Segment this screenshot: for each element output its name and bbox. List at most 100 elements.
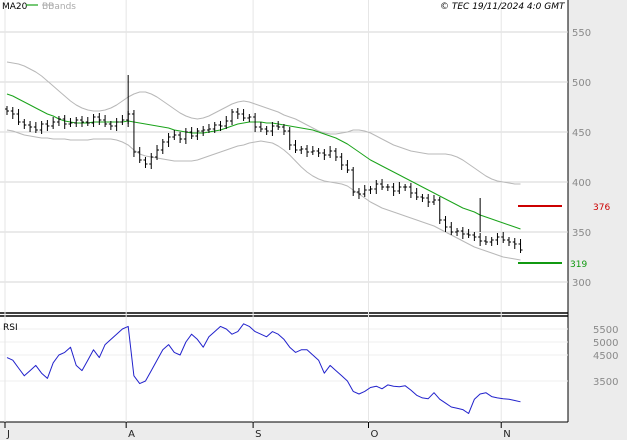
price-bar [178,132,183,143]
price-bar [380,179,385,190]
month-label: O [371,429,379,440]
price-bar [80,116,85,127]
bb-lower-line [6,129,521,261]
rsi-tick-label: 4500 [593,351,618,362]
price-bar [368,186,373,194]
price-bar [391,183,396,196]
price-bar [56,116,61,126]
price-bar [201,126,206,136]
price-bar [455,228,460,236]
price-bar [28,121,33,132]
price-bar [212,122,217,133]
price-bar [443,216,448,232]
rsi-panel-label: RSI [3,323,18,333]
price-bar [270,122,275,136]
price-bar [160,139,165,154]
price-bar [414,188,419,200]
price-bar [172,130,177,140]
price-bar [276,121,281,130]
price-bar [333,148,338,161]
legend-label-bbands: BBands [42,2,76,12]
price-bar [316,148,321,157]
price-tick-label: 550 [572,28,591,39]
price-bar [247,114,252,122]
legend-label-ma20: MA20 [2,2,28,12]
price-bar [472,232,477,241]
price-bar [103,115,108,127]
price-bar [235,108,240,119]
price-bar [351,167,356,196]
price-bar [108,121,113,130]
price-bar [120,115,125,125]
resistance-level-label: 376 [593,203,610,213]
price-bar [374,180,379,194]
rsi-tick-label: 5500 [593,325,618,336]
price-bar [305,145,310,157]
price-bar [230,109,235,125]
price-bar [149,153,154,169]
price-bar [155,145,160,160]
price-bar [293,140,298,153]
price-bar [328,146,333,158]
price-bar [385,184,390,191]
price-bar [512,238,517,249]
price-bar [426,194,431,207]
price-bar [506,237,511,246]
price-bar [166,133,171,147]
price-bar [466,229,471,238]
price-bar [362,185,367,197]
price-bar [489,237,494,246]
price-bar [264,126,269,135]
price-bar [495,233,500,245]
price-bar [183,128,188,144]
price-bar [437,197,442,224]
price-bar [403,184,408,191]
price-bar [339,153,344,170]
price-tick-label: 350 [572,228,591,239]
price-bar [62,115,67,129]
price-bar [22,119,27,129]
price-bar [258,122,263,132]
price-bar [460,227,465,239]
month-label: A [128,429,135,440]
support-level-label: 319 [570,260,587,270]
price-bar [224,116,229,129]
price-bar [483,236,488,245]
price-bar [39,121,44,134]
price-bar [420,194,425,202]
price-bar [518,239,523,253]
price-bar [97,113,102,125]
bb-upper-line [6,61,521,185]
price-bar [397,182,402,194]
price-bar [5,106,9,115]
price-bar [431,195,436,205]
month-label: N [503,429,510,440]
price-bar [478,233,483,246]
price-bar [195,128,200,140]
rsi-tick-label: 3500 [593,377,618,388]
price-bar [16,109,21,125]
price-bar [241,109,246,121]
copyright-stamp: © TEC 19/11/2024 4:0 GMT [440,2,566,12]
price-bar [45,120,50,131]
price-bar [299,146,304,154]
price-bar [143,157,148,168]
ma20-line [6,93,521,230]
price-tick-label: 500 [572,78,591,89]
price-bar [137,147,142,163]
price-bar [85,117,90,126]
price-bar [33,122,38,133]
price-bar [189,127,194,139]
price-bar [253,113,258,132]
price-bar [322,149,327,160]
price-bar [206,124,211,133]
price-bar [51,117,56,129]
price-bar [91,114,96,127]
price-bar [114,118,119,131]
price-bar [356,188,361,199]
bottom-axis-strip [0,422,568,440]
price-bar [68,118,73,127]
price-bar [449,222,454,235]
